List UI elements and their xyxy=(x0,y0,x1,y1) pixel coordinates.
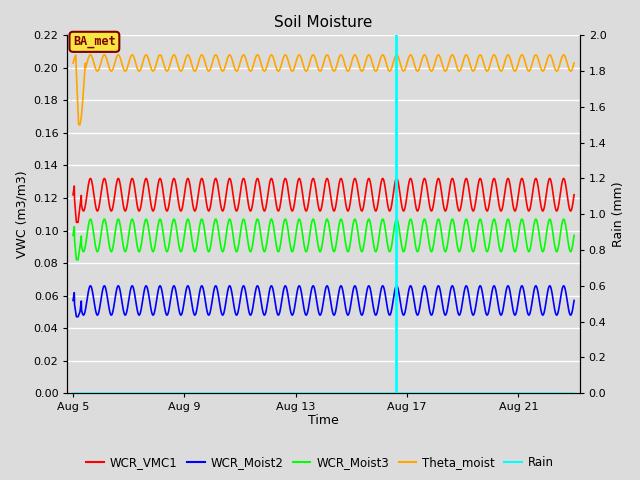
Legend: WCR_VMC1, WCR_Moist2, WCR_Moist3, Theta_moist, Rain: WCR_VMC1, WCR_Moist2, WCR_Moist3, Theta_… xyxy=(81,452,559,474)
X-axis label: Time: Time xyxy=(308,414,339,427)
Text: BA_met: BA_met xyxy=(73,36,116,48)
Title: Soil Moisture: Soil Moisture xyxy=(275,15,372,30)
Y-axis label: VWC (m3/m3): VWC (m3/m3) xyxy=(15,170,28,258)
Y-axis label: Rain (mm): Rain (mm) xyxy=(612,181,625,247)
